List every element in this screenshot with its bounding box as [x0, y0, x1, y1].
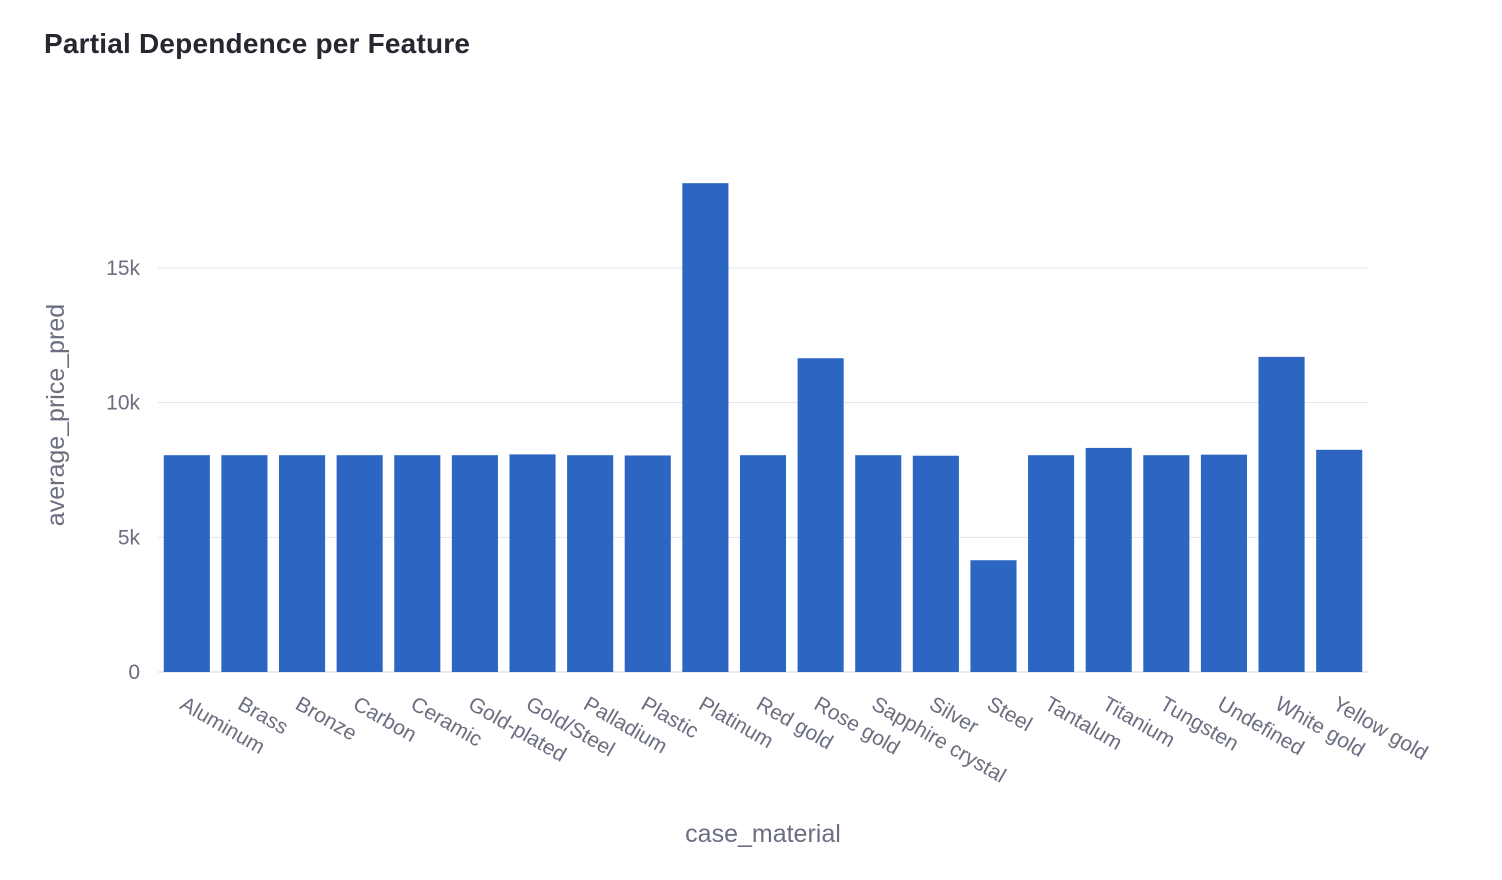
bar[interactable] — [1258, 356, 1305, 672]
x-tick-label: Carbon — [349, 692, 420, 746]
y-axis-title: average_price_pred — [42, 304, 70, 526]
bar[interactable] — [567, 455, 614, 672]
bar[interactable] — [451, 455, 498, 672]
bar[interactable] — [797, 358, 844, 672]
bar[interactable] — [509, 454, 556, 672]
bar[interactable] — [855, 455, 902, 672]
bar[interactable] — [912, 455, 959, 672]
bar[interactable] — [1143, 455, 1190, 672]
y-tick-labels: 0 5k 10k 15k — [106, 257, 140, 684]
bar[interactable] — [1200, 454, 1247, 672]
bar[interactable] — [624, 455, 671, 672]
y-tick-label: 10k — [106, 392, 140, 415]
bar[interactable] — [279, 455, 326, 672]
bar[interactable] — [1316, 449, 1363, 672]
bar[interactable] — [394, 455, 441, 672]
bar[interactable] — [163, 455, 210, 672]
y-tick-label: 0 — [128, 661, 140, 684]
bar[interactable] — [682, 183, 729, 672]
y-tick-label: 5k — [118, 526, 141, 549]
x-axis-title: case_material — [685, 820, 841, 848]
y-tick-label: 15k — [106, 257, 140, 280]
x-tick-label: Steel — [983, 692, 1036, 736]
bar[interactable] — [1085, 447, 1132, 672]
bar[interactable] — [739, 455, 787, 672]
bars — [163, 183, 1363, 672]
bar[interactable] — [1028, 455, 1075, 672]
bar[interactable] — [221, 455, 268, 672]
x-tick-label: Bronze — [292, 692, 361, 745]
chart-title: Partial Dependence per Feature — [44, 28, 471, 59]
bar[interactable] — [970, 560, 1017, 672]
bar[interactable] — [336, 455, 383, 672]
